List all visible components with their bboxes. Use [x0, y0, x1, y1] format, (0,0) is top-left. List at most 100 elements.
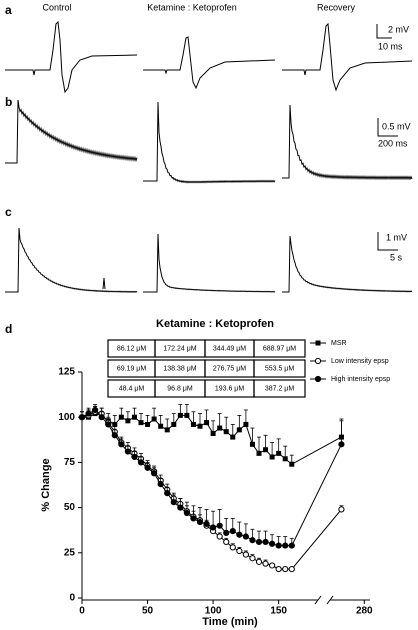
data-point: [92, 406, 99, 414]
legend-marker: [314, 375, 322, 383]
data-point: [151, 470, 158, 477]
data-point: [249, 537, 256, 544]
axis-break: [314, 595, 322, 605]
data-point: [105, 421, 112, 428]
x-tick-label: 150: [270, 606, 287, 617]
data-point: [171, 421, 177, 427]
table-text: 172.24 μM: [163, 345, 196, 352]
data-point: [282, 456, 288, 462]
x-tick-label: 100: [205, 606, 222, 617]
data-point: [145, 421, 151, 427]
legend-label: Low intensity epsp: [331, 358, 389, 365]
table-text: 387.2 μM: [265, 385, 294, 392]
y-tick-label: 125: [58, 367, 75, 378]
data-point: [262, 560, 269, 567]
data-point: [263, 447, 269, 453]
table-cell: [253, 339, 306, 358]
data-point: [183, 509, 190, 517]
data-point: [338, 441, 345, 448]
series-line: [81, 409, 342, 547]
data-point: [216, 522, 223, 529]
scale-label: 0.5 mV: [382, 121, 411, 131]
data-point: [157, 480, 164, 488]
column-title: Ketamine : Ketoprofen: [147, 2, 237, 12]
data-point: [275, 542, 282, 549]
data-point: [289, 461, 295, 467]
y-tick-label: 75: [64, 457, 76, 468]
legend-label: High intensity epsp: [331, 376, 390, 383]
scale-label: 5 s: [390, 252, 403, 262]
data-point: [177, 504, 184, 511]
y-axis-label: % Change: [40, 458, 52, 511]
data-point: [242, 551, 249, 558]
table-text: 688.97 μM: [263, 345, 296, 352]
x-axis-label: Time (min): [202, 616, 258, 628]
data-point: [242, 533, 249, 540]
scale-label: 200 ms: [378, 138, 408, 148]
trace: [143, 36, 276, 90]
data-point: [125, 418, 131, 424]
data-point: [78, 414, 86, 421]
panel-label: b: [5, 95, 12, 109]
data-point: [338, 506, 345, 513]
axis-break: [326, 595, 334, 605]
data-point: [118, 414, 124, 420]
trace: [282, 22, 413, 92]
column-title: Recovery: [317, 2, 356, 12]
column-title: Control: [42, 2, 71, 12]
data-point: [184, 412, 190, 418]
table-text: 193.6 μM: [215, 385, 244, 392]
data-point: [223, 529, 230, 537]
data-point: [164, 427, 170, 433]
data-point: [269, 540, 276, 547]
x-tick-label: 50: [142, 606, 154, 617]
x-tick-label: 0: [79, 606, 85, 617]
scale-label: 2 mV: [388, 24, 409, 34]
panel-label: a: [5, 3, 12, 17]
data-point: [210, 430, 216, 436]
y-tick-label: 0: [69, 593, 75, 604]
data-point: [112, 421, 118, 427]
chart-title: Ketamine : Ketoprofen: [156, 318, 274, 330]
data-point: [282, 565, 289, 573]
table-text: 86.12 μM: [117, 345, 146, 352]
data-point: [170, 499, 177, 506]
data-point: [131, 453, 138, 461]
scale-label: 1 mV: [386, 232, 407, 242]
data-point: [111, 432, 118, 439]
x-tick-label: 280: [356, 606, 373, 617]
data-point: [282, 542, 289, 549]
data-point: [98, 414, 105, 421]
legend-marker: [315, 340, 321, 346]
data-point: [249, 555, 256, 562]
table-text: 69.19 μM: [117, 365, 146, 372]
table-text: 276.75 μM: [213, 365, 246, 372]
legend-label: MSR: [331, 340, 347, 347]
data-point: [255, 558, 263, 565]
trace: [282, 104, 413, 181]
data-point: [255, 538, 263, 546]
data-point: [275, 565, 282, 573]
data-point: [138, 420, 144, 426]
table-text: 344.49 μM: [213, 345, 246, 352]
scale-bar: [376, 24, 392, 39]
panel-label: d: [5, 322, 12, 336]
data-point: [229, 528, 236, 535]
data-point: [177, 412, 183, 418]
table-cell: [253, 359, 306, 378]
data-point: [243, 421, 249, 427]
trace: [102, 277, 106, 290]
data-point: [256, 450, 262, 456]
data-point: [131, 414, 137, 420]
y-tick-label: 100: [58, 412, 75, 423]
panel-label: c: [5, 205, 12, 219]
y-tick-label: 50: [64, 502, 76, 513]
scale-label: 10 ms: [378, 41, 403, 51]
data-point: [276, 450, 282, 456]
table-text: 553.5 μM: [265, 365, 294, 372]
data-point: [137, 459, 145, 466]
data-point: [223, 429, 229, 435]
trace: [5, 227, 138, 293]
y-tick-label: 25: [64, 547, 76, 558]
